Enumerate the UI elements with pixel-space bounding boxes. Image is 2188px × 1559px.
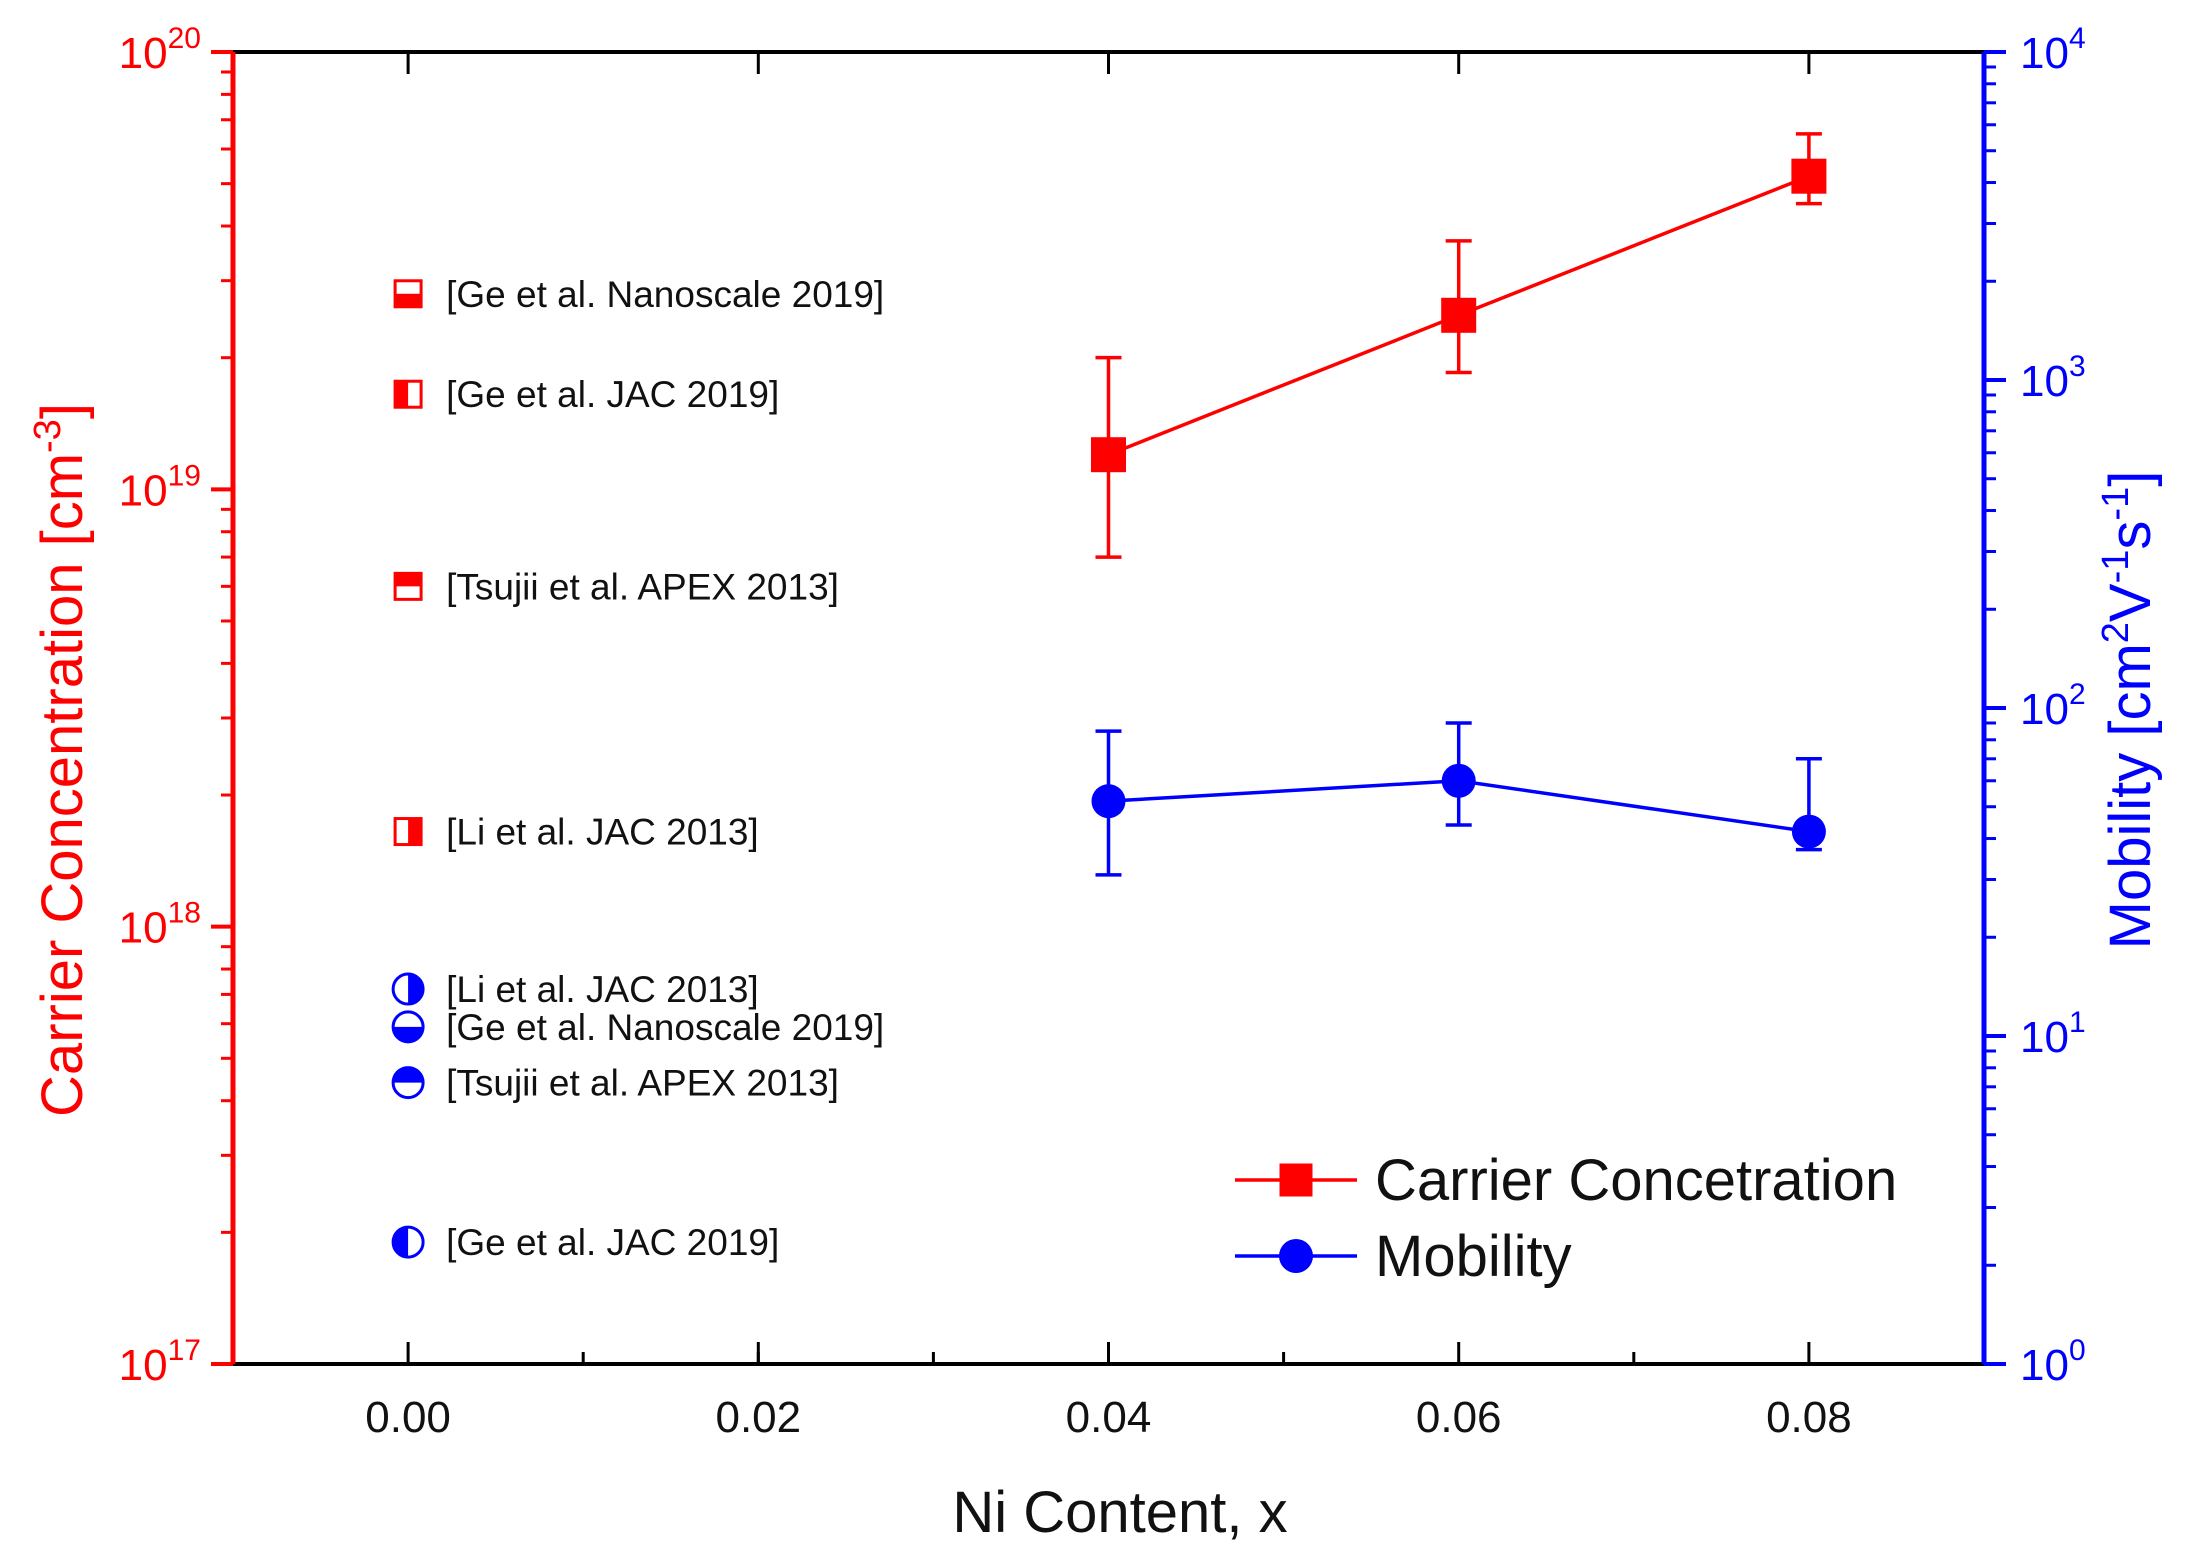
right-tick-label: 104 <box>2020 22 2086 78</box>
legend-entry: Carrier Concetration <box>1235 1148 1897 1213</box>
reference-label: [Ge et al. JAC 2019] <box>446 1222 779 1263</box>
right-tick-label: 102 <box>2020 678 2086 734</box>
legend-marker <box>1279 1163 1313 1197</box>
marker-fill <box>1091 437 1126 473</box>
data-point <box>1791 814 1826 849</box>
reference-marker <box>391 972 425 1006</box>
reference-marker <box>393 279 423 309</box>
reference-point: [Li et al. JAC 2013] <box>393 812 759 853</box>
marker-fill <box>1279 1163 1313 1197</box>
left-tick-label: 1017 <box>119 1334 201 1390</box>
marker-half-fill <box>393 1227 409 1258</box>
x-axis-title: Ni Content, x <box>952 1480 1287 1545</box>
reference-label: [Tsujii et al. APEX 2013] <box>446 566 839 607</box>
x-tick-label: 0.00 <box>365 1393 451 1442</box>
x-tick-label: 0.04 <box>1066 1393 1152 1442</box>
reference-label: [Ge et al. JAC 2019] <box>446 374 779 415</box>
marker-half-fill <box>393 1026 424 1042</box>
data-point <box>1441 297 1477 333</box>
marker-fill <box>1091 784 1126 819</box>
reference-point: [Tsujii et al. APEX 2013] <box>393 566 839 607</box>
literature-layer: [Ge et al. Nanoscale 2019] [Ge et al. JAC… <box>391 274 884 1263</box>
reference-label: [Tsujii et al. APEX 2013] <box>446 1063 839 1104</box>
marker-fill <box>1791 158 1827 194</box>
data-point <box>1441 763 1476 798</box>
right-axis: 100 101 102 103 104 <box>1984 22 2086 1390</box>
reference-point: [Tsujii et al. APEX 2013] <box>391 1063 839 1104</box>
reference-label: [Ge et al. Nanoscale 2019] <box>446 274 884 315</box>
reference-label: [Ge et al. Nanoscale 2019] <box>446 1007 884 1048</box>
reference-point: [Ge et al. JAC 2019] <box>391 1222 779 1263</box>
reference-point: [Ge et al. JAC 2019] <box>393 374 779 415</box>
reference-marker <box>393 817 423 847</box>
marker-fill <box>1279 1239 1313 1273</box>
marker-half-fill <box>408 818 422 845</box>
x-tick-label: 0.08 <box>1766 1393 1852 1442</box>
reference-label: [Li et al. JAC 2013] <box>446 969 759 1010</box>
right-tick-label: 101 <box>2020 1006 2086 1062</box>
legend: Carrier Concetration Mobility <box>1235 1148 1897 1289</box>
series-carrier-concetration <box>1091 132 1827 559</box>
right-tick-label: 103 <box>2020 350 2086 406</box>
data-point <box>1091 437 1126 473</box>
reference-point: [Li et al. JAC 2013] <box>391 969 759 1010</box>
reference-marker <box>391 1010 425 1044</box>
legend-marker <box>1279 1239 1313 1273</box>
legend-label: Mobility <box>1375 1224 1572 1289</box>
series-mobility <box>1091 721 1826 877</box>
marker-half-fill <box>408 974 424 1005</box>
marker-fill <box>1441 763 1476 798</box>
plot-frame <box>230 50 1987 1366</box>
marker-half-fill <box>395 381 409 408</box>
data-point <box>1091 784 1126 819</box>
right-tick-label: 100 <box>2020 1334 2086 1390</box>
reference-marker <box>393 571 423 601</box>
marker-half-fill <box>393 1067 424 1083</box>
legend-entry: Mobility <box>1235 1224 1572 1289</box>
left-tick-label: 1019 <box>119 459 201 515</box>
left-axis: 1017 1018 1019 1020 <box>119 22 233 1390</box>
reference-marker <box>391 1066 425 1100</box>
y-axis-right-title: Mobility [cm2V-1s-1] <box>2095 471 2163 950</box>
reference-point: [Ge et al. Nanoscale 2019] <box>391 1007 884 1048</box>
legend-label: Carrier Concetration <box>1375 1148 1897 1213</box>
x-tick-label: 0.02 <box>715 1393 801 1442</box>
reference-point: [Ge et al. Nanoscale 2019] <box>393 274 884 315</box>
data-point <box>1791 158 1827 194</box>
x-tick-label: 0.06 <box>1416 1393 1502 1442</box>
reference-marker <box>391 1225 425 1259</box>
marker-fill <box>1441 297 1477 333</box>
reference-label: [Li et al. JAC 2013] <box>446 812 759 853</box>
left-tick-label: 1020 <box>119 22 201 78</box>
marker-half-fill <box>395 293 422 307</box>
y-axis-left-title: Carrier Concentration [cm-3] <box>27 403 95 1117</box>
bottom-axis: 0.00 0.02 0.04 0.06 0.08 <box>365 1342 1852 1442</box>
marker-fill <box>1791 814 1826 849</box>
left-tick-label: 1018 <box>119 897 201 953</box>
reference-marker <box>393 379 423 409</box>
series-layer <box>1091 132 1827 877</box>
marker-half-fill <box>395 573 422 587</box>
